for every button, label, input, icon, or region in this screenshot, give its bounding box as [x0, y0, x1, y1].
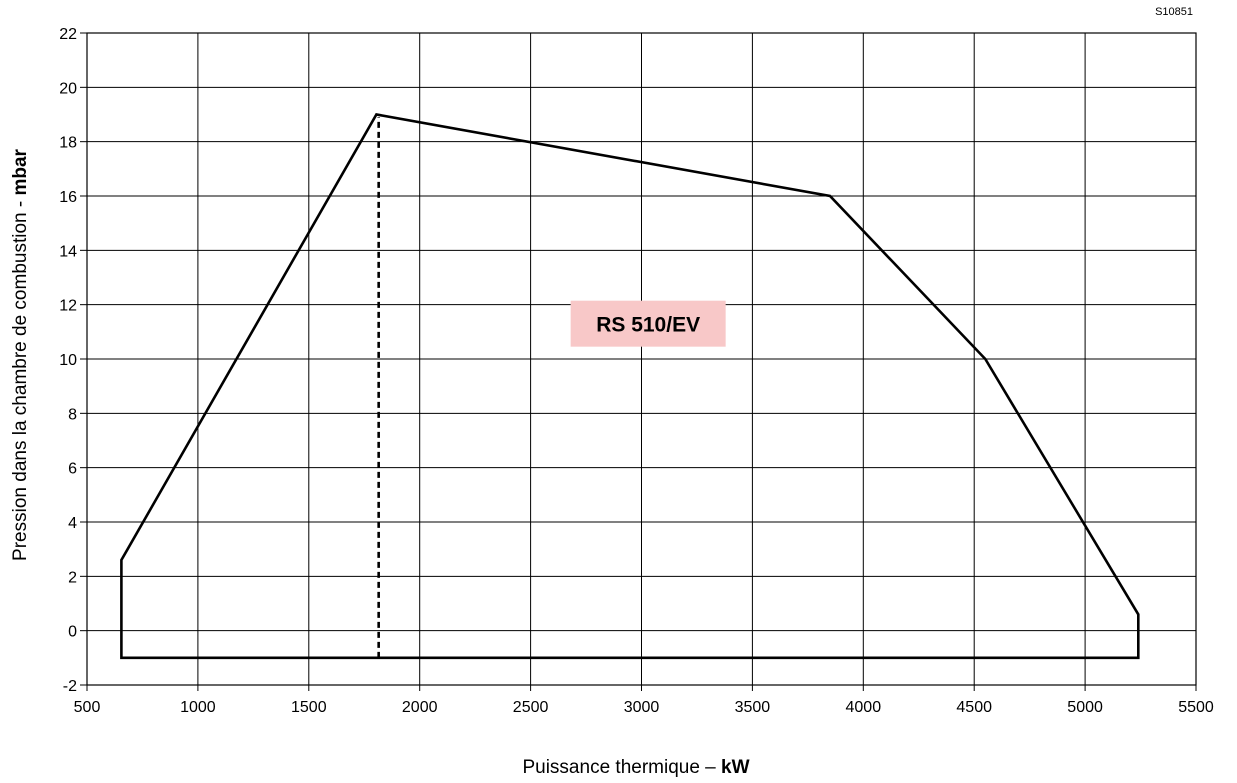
x-tick-label: 1000	[180, 699, 216, 716]
y-axis-unit: mbar	[10, 148, 31, 195]
annotations: RS 510/EV	[570, 300, 726, 347]
x-tick-label: 5500	[1178, 699, 1214, 716]
x-tick-label: 1500	[291, 699, 327, 716]
x-tick-label: 500	[74, 699, 101, 716]
y-tick-label: 8	[68, 406, 77, 423]
plot-frame	[86, 32, 1197, 686]
reference-code: S10851	[1155, 6, 1193, 18]
series-layer	[120, 113, 1140, 660]
y-tick-label: 14	[59, 243, 77, 260]
x-tick-label: 3500	[735, 699, 771, 716]
x-tick-label: 4000	[846, 699, 882, 716]
y-tick-label: 6	[68, 461, 77, 478]
y-tick-label: 10	[59, 352, 77, 369]
x-tick-label: 2000	[402, 699, 438, 716]
y-tick-label: -2	[63, 678, 77, 695]
x-axis-title: Puissance thermique – kW	[522, 757, 749, 778]
x-tick-label: 2500	[513, 699, 549, 716]
y-tick-label: 18	[59, 135, 77, 152]
y-tick-label: 0	[68, 624, 77, 641]
x-axis-unit: kW	[721, 757, 750, 778]
y-tick-label: 12	[59, 298, 77, 315]
series-envelope-line	[120, 113, 1140, 660]
y-tick-label: 22	[59, 26, 77, 43]
y-axis-title: Pression dans la chambre de combustion -…	[10, 148, 31, 560]
axis-ticks: 500 1000 1500 2000 2500 3000 3500 4000 4500 5000 5…	[59, 26, 1214, 716]
grid	[86, 32, 1197, 686]
x-tick-label: 4500	[956, 699, 992, 716]
y-tick-label: 20	[59, 80, 77, 97]
y-axis-title-text: Pression dans la chambre de combustion -	[10, 196, 31, 561]
x-tick-label: 5000	[1067, 699, 1103, 716]
label-background	[570, 300, 726, 347]
y-tick-label: 4	[68, 515, 77, 532]
series-label: RS 510/EV	[596, 314, 700, 337]
y-tick-label: 16	[59, 189, 77, 206]
y-tick-label: 2	[68, 569, 77, 586]
x-axis-title-text: Puissance thermique –	[522, 757, 721, 778]
x-tick-label: 3000	[624, 699, 660, 716]
